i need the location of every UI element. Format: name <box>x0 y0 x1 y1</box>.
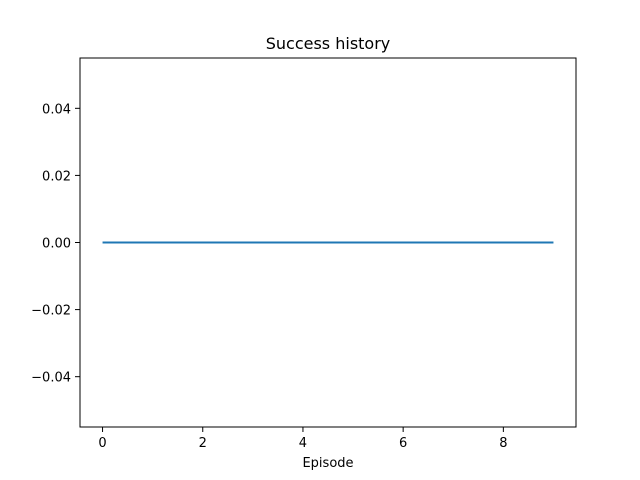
x-tick-label: 2 <box>199 436 207 451</box>
axes-frame <box>79 57 577 428</box>
x-tick-label: 6 <box>399 436 407 451</box>
y-tick-label: 0.02 <box>42 169 71 184</box>
x-axis: 0 2 4 6 8 <box>98 427 507 451</box>
y-tick-label: −0.04 <box>31 371 71 386</box>
y-tick-label: 0.00 <box>42 237 71 252</box>
x-tick-label: 4 <box>299 436 307 451</box>
x-tick-label: 8 <box>499 436 507 451</box>
x-axis-label: Episode <box>302 456 353 471</box>
y-axis: −0.04 −0.02 0.00 0.02 0.04 <box>31 102 80 386</box>
chart-title: Success history <box>266 34 391 53</box>
y-tick-label: 0.04 <box>42 102 71 117</box>
x-tick-label: 0 <box>98 436 106 451</box>
y-tick-label: −0.02 <box>31 304 71 319</box>
